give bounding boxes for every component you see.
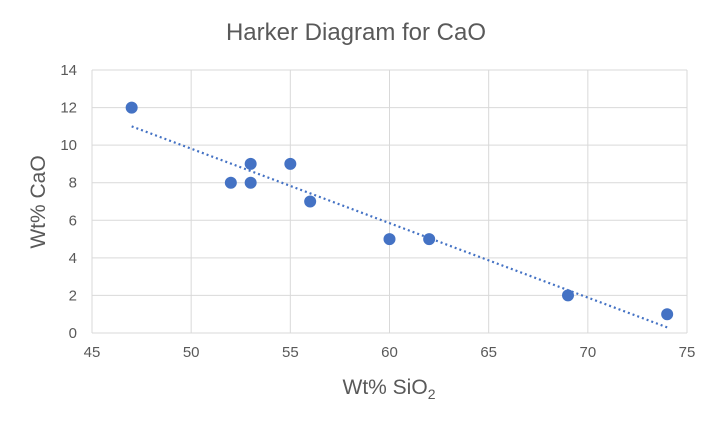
y-tick-label: 12 <box>60 100 77 117</box>
x-tick-label: 75 <box>679 344 696 361</box>
data-point <box>224 176 237 189</box>
y-tick-label: 2 <box>69 287 77 304</box>
y-axis-title: Wt% CaO <box>27 155 50 248</box>
data-point <box>383 233 396 246</box>
x-tick-label: 45 <box>84 344 101 361</box>
y-tick-label: 0 <box>69 325 77 342</box>
x-axis-title: Wt% SiO2 <box>343 376 436 402</box>
x-tick-label: 55 <box>282 344 299 361</box>
data-point <box>661 308 674 321</box>
y-tick-label: 10 <box>60 137 77 154</box>
data-point <box>125 101 138 114</box>
grid-layer <box>91 69 688 334</box>
data-point <box>562 289 574 302</box>
y-tick-label: 4 <box>69 250 77 267</box>
x-tick-label: 60 <box>381 344 398 361</box>
data-point <box>244 176 257 189</box>
data-point-layer <box>125 101 674 321</box>
axis-layer: 0 2 4 6 8 10 12 14 45 50 55 60 65 70 75 <box>60 62 695 361</box>
y-tick-label: 8 <box>69 175 77 192</box>
trendline-layer <box>131 125 668 329</box>
y-tick-label: 14 <box>60 62 77 79</box>
y-tick-label: 6 <box>69 212 77 229</box>
data-point <box>304 195 317 208</box>
x-tick-label: 50 <box>183 344 200 361</box>
data-point <box>423 233 436 246</box>
x-axis-title-subscript: 2 <box>428 386 436 402</box>
x-axis-title-main: Wt% SiO <box>343 376 428 399</box>
x-tick-label: 65 <box>480 344 497 361</box>
data-point <box>244 157 257 170</box>
chart-title: Harker Diagram for CaO <box>226 19 486 46</box>
trendline <box>131 125 668 329</box>
data-point <box>284 157 297 170</box>
x-tick-label: 70 <box>579 344 596 361</box>
